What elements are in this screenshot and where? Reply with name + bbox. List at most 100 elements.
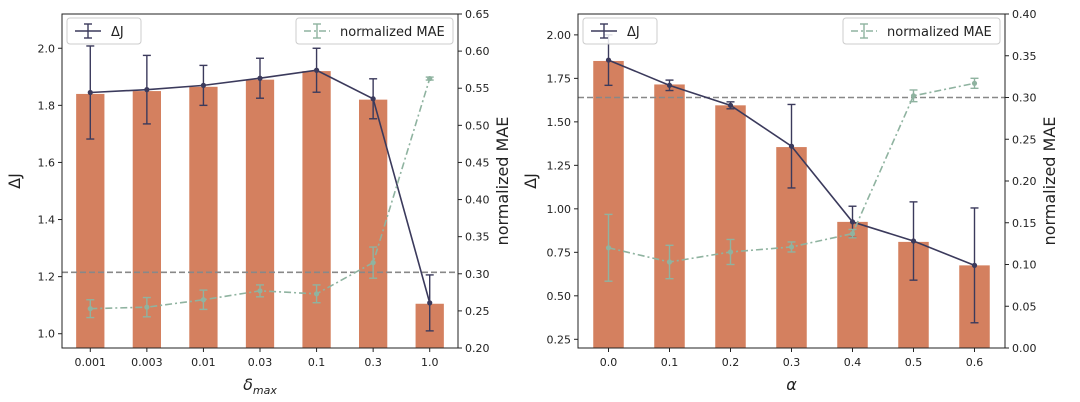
- delta-j-point-0.4: [849, 219, 856, 225]
- delta-j-point-0.001: [87, 89, 93, 96]
- ytick-label-left: 0.25: [547, 333, 572, 346]
- legend-label: ΔJ: [627, 25, 640, 40]
- legend-box: [295, 17, 454, 45]
- ytick-label-right: 0.40: [465, 194, 490, 207]
- mae-point-0.2: [727, 249, 734, 255]
- ytick-label-left: 1.8: [38, 99, 56, 112]
- legend-delta-j: ΔJ: [66, 17, 142, 45]
- xtick-label: 0.03: [248, 356, 273, 369]
- bar-0.4: [837, 221, 868, 348]
- mae-point-1.0: [427, 75, 433, 82]
- xtick-label: 0.3: [364, 356, 382, 369]
- mae-point-0.3: [370, 260, 376, 266]
- ytick-label-right: 0.35: [1012, 50, 1037, 63]
- legend-label: normalized MAE: [340, 25, 445, 40]
- x-axis-label: δmax: [243, 375, 277, 397]
- xtick-label: 0.1: [661, 356, 679, 369]
- y-axis-label-right: normalized MAE: [493, 117, 512, 246]
- y-axis-label-left: ΔJ: [521, 173, 540, 189]
- delta-j-point-0.5: [910, 238, 917, 244]
- delta-j-point-0.6: [971, 262, 978, 268]
- panel-delta-max: 1.0 1.2 1.4 1.6 1.8 2.0 0.20 0.25 0.30 0.35 0.40 0.…: [5, 8, 512, 397]
- ytick-label-right: 0.25: [465, 305, 490, 318]
- ytick-label-right: 0.55: [465, 82, 490, 95]
- delta-j-point-0.1: [313, 67, 320, 73]
- ytick-label-right: 0.40: [1012, 8, 1037, 21]
- legend-delta-j: ΔJ: [582, 17, 658, 45]
- ytick-label-right: 0.30: [465, 268, 490, 281]
- ytick-label-left: 1.50: [547, 116, 572, 129]
- ytick-label-right: 0.20: [465, 342, 490, 355]
- delta-j-point-0.3: [788, 143, 795, 149]
- bar-0.1: [654, 84, 685, 348]
- bar-0.2: [715, 105, 746, 348]
- x-axis-label: α: [786, 375, 797, 394]
- xtick-label: 0.2: [722, 356, 740, 369]
- ytick-label-left: 1.25: [547, 159, 572, 172]
- ytick-label-right: 0.65: [465, 8, 490, 21]
- mae-point-0.5: [910, 93, 917, 99]
- ytick-label-left: 2.0: [38, 42, 56, 55]
- legend-mae: normalized MAE: [842, 17, 1001, 45]
- xtick-label: 0.6: [966, 356, 984, 369]
- mae-point-0.1: [666, 259, 673, 265]
- panel-alpha: 0.25 0.50 0.75 1.00 1.25 1.50 1.75 2.00 0.00 0.05…: [521, 8, 1059, 394]
- mae-point-0.4: [849, 231, 856, 237]
- delta-j-point-0.003: [144, 87, 150, 93]
- delta-j-point-0.2: [727, 102, 734, 108]
- ytick-label-right: 0.60: [465, 45, 490, 58]
- ytick-label-right: 0.15: [1012, 217, 1037, 230]
- delta-j-point-0.3: [370, 96, 376, 102]
- ytick-label-right: 0.10: [1012, 259, 1037, 272]
- legend-label: ΔJ: [111, 25, 124, 40]
- legend-box: [842, 17, 1001, 45]
- ytick-label-left: 1.2: [38, 271, 56, 284]
- ytick-label-left: 1.4: [38, 214, 56, 227]
- ytick-label-right: 0.45: [465, 156, 490, 169]
- ytick-label-left: 0.50: [547, 290, 572, 303]
- ytick-label-right: 0.30: [1012, 92, 1037, 105]
- bar-0.03: [245, 79, 275, 349]
- mae-point-0.03: [257, 288, 263, 294]
- mae-point-0.003: [144, 304, 150, 310]
- xtick-label: 1.0: [421, 356, 439, 369]
- xtick-label: 0.001: [75, 356, 107, 369]
- bar-0.1: [302, 71, 331, 348]
- ytick-label-left: 1.0: [38, 328, 56, 341]
- ytick-label-right: 0.20: [1012, 175, 1037, 188]
- xtick-label: 0.4: [844, 356, 862, 369]
- mae-point-0.001: [87, 306, 93, 312]
- ytick-label-left: 2.00: [547, 29, 572, 42]
- mae-point-0.01: [200, 297, 207, 303]
- delta-j-point-0.1: [666, 82, 673, 88]
- xtick-label: 0.003: [131, 356, 163, 369]
- legend-mae: normalized MAE: [295, 17, 454, 45]
- ytick-label-right: 0.50: [465, 119, 490, 132]
- mae-point-0.3: [788, 244, 795, 250]
- delta-j-point-0.0: [605, 57, 612, 63]
- ytick-label-right: 0.25: [1012, 133, 1037, 146]
- ytick-label-left: 0.75: [547, 246, 572, 259]
- xtick-label: 0.5: [905, 356, 923, 369]
- delta-j-point-1.0: [427, 300, 433, 306]
- xtick-label: 0.01: [191, 356, 216, 369]
- bar-0.3: [359, 99, 388, 349]
- ytick-label-right: 0.05: [1012, 300, 1037, 313]
- ytick-label-left: 1.6: [38, 156, 56, 169]
- y-axis-label-left: ΔJ: [5, 173, 24, 189]
- legend-label: normalized MAE: [887, 25, 992, 40]
- ytick-label-right: 0.35: [465, 231, 490, 244]
- mae-point-0.0: [605, 245, 612, 251]
- xtick-label: 0.1: [308, 356, 326, 369]
- xtick-label: 0.3: [783, 356, 801, 369]
- xtick-label: 0.0: [600, 356, 618, 369]
- ytick-label-left: 1.00: [547, 203, 572, 216]
- mae-point-0.6: [971, 80, 978, 86]
- bar-0.0: [593, 60, 624, 348]
- mae-point-0.1: [313, 291, 320, 297]
- ytick-label-left: 1.75: [547, 72, 572, 85]
- delta-j-point-0.01: [200, 82, 207, 88]
- y-axis-label-right: normalized MAE: [1040, 117, 1059, 246]
- delta-j-point-0.03: [257, 75, 263, 81]
